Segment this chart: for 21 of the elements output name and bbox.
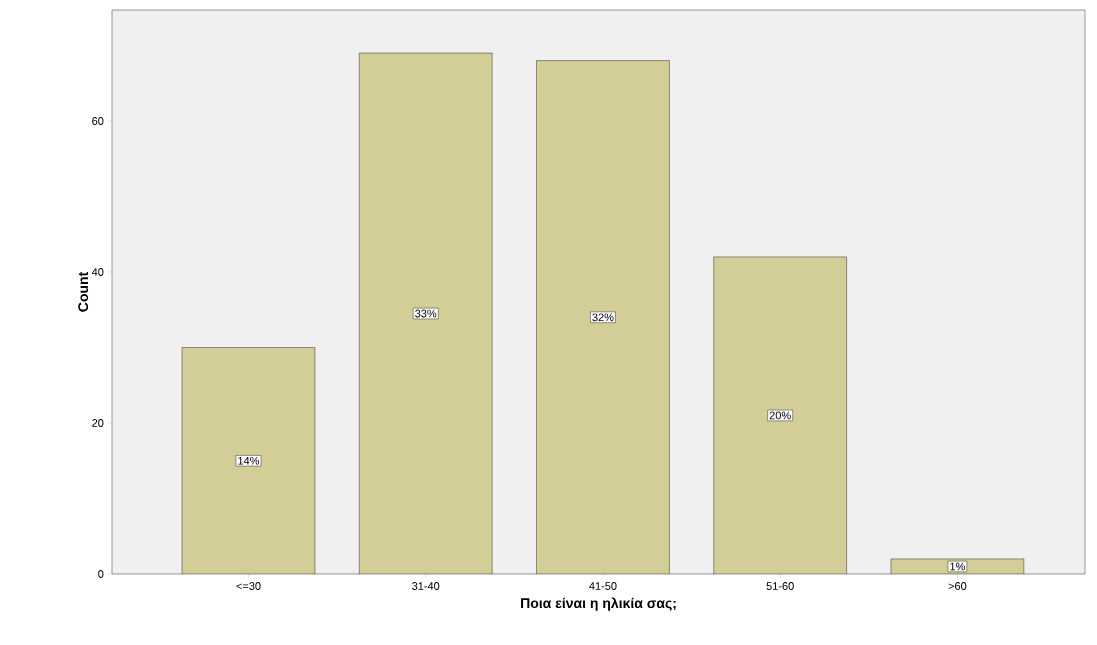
x-axis-title: Ποια είναι η ηλικία σας; bbox=[521, 597, 676, 611]
bar bbox=[181, 347, 316, 574]
bar bbox=[713, 256, 847, 574]
y-tick-label: 0 bbox=[98, 570, 104, 578]
annotation: 33% bbox=[415, 309, 437, 318]
x-tick-label: 51-60 bbox=[766, 582, 794, 590]
y-tick-label: 60 bbox=[92, 117, 104, 125]
x-tick-label: >60 bbox=[948, 582, 967, 590]
annotation: 20% bbox=[769, 411, 791, 420]
y-axis-title: Count bbox=[78, 271, 89, 312]
bar bbox=[536, 60, 670, 574]
y-tick-label: 20 bbox=[92, 419, 104, 427]
annotation: 14% bbox=[238, 456, 260, 465]
x-tick-label: 31-40 bbox=[412, 582, 440, 590]
bar bbox=[890, 558, 1025, 574]
x-tick-label: 41-50 bbox=[589, 582, 617, 590]
x-tick-label: <=30 bbox=[236, 582, 261, 590]
annotation: 32% bbox=[592, 313, 614, 322]
annotation: 1% bbox=[950, 562, 965, 571]
bar bbox=[359, 53, 493, 574]
y-tick-label: 40 bbox=[91, 268, 104, 276]
